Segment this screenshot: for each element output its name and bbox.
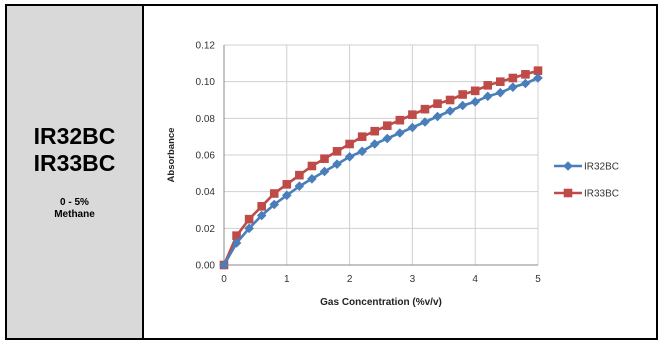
measurement-range: 0 - 5% Methane [54,197,95,221]
data-point-ir33bc [433,99,442,108]
data-point-ir33bc [496,77,505,86]
x-tick-label: 1 [284,274,290,285]
x-tick-label: 0 [221,274,227,285]
series-layer [219,66,543,270]
y-tick-label: 0.12 [196,41,216,52]
data-point-ir32bc [470,97,480,107]
data-point-ir32bc [520,78,531,89]
data-point-ir32bc [357,146,367,157]
data-point-ir33bc [521,70,530,79]
data-point-ir33bc [382,121,392,130]
x-axis-ticks: 0 1 2 3 4 5 [221,274,541,285]
legend-marker-ir33bc [563,188,573,198]
data-point-ir33bc [320,154,329,163]
data-point-ir33bc [257,202,266,211]
data-point-ir33bc [345,139,354,149]
y-tick-label: 0.10 [196,77,216,88]
legend-label-ir33bc: IR33BC [584,189,619,200]
legend-label-ir32bc: IR32BC [584,162,619,173]
data-point-ir33bc [445,95,455,105]
data-point-ir32bc [332,159,342,169]
legend-marker-ir32bc [563,161,573,171]
x-tick-label: 5 [535,274,541,285]
absorbance-chart: 0.00 0.02 0.04 0.06 0.08 0.10 0.12 0 1 2 3 4 5 Abso… [166,41,619,309]
data-point-ir33bc [307,161,317,171]
legend: IR32BC IR33BC [554,161,619,200]
data-point-ir32bc [445,106,455,116]
range-value: 0 - 5% [60,197,89,208]
data-point-ir33bc [357,132,367,141]
y-axis-label: Absorbance [166,128,177,183]
data-point-ir32bc [395,128,405,138]
data-point-ir32bc [244,223,254,234]
data-point-ir32bc [482,91,493,102]
data-point-ir33bc [244,214,254,224]
data-point-ir33bc [483,81,493,90]
product-info-panel: IR32BC IR33BC 0 - 5% Methane [7,6,144,338]
data-point-ir33bc [458,90,467,99]
data-point-ir32bc [382,133,393,144]
x-axis-label: Gas Concentration (%v/v) [320,297,442,308]
data-point-ir32bc [307,174,317,184]
data-point-ir32bc [282,190,292,201]
data-point-ir33bc [232,231,241,240]
data-point-ir32bc [219,260,229,270]
chart-area: 0.00 0.02 0.04 0.06 0.08 0.10 0.12 0 1 2 3 4 5 Abso… [146,6,656,338]
data-point-ir32bc [432,111,443,122]
data-point-ir32bc [344,152,355,162]
data-point-ir33bc [282,180,292,189]
range-gas: Methane [54,209,95,220]
data-point-ir33bc [295,170,304,180]
data-point-ir32bc [269,199,280,210]
y-tick-label: 0.02 [196,224,216,235]
series-ir32bc [219,73,543,270]
data-point-ir32bc [457,100,468,111]
model-name-2: IR33BC [33,150,116,176]
series-ir33bc [219,66,543,270]
data-point-ir33bc [370,126,380,136]
y-tick-label: 0.08 [196,114,216,125]
model-name-1: IR32BC [33,123,116,149]
legend-item-ir32bc: IR32BC [554,161,619,173]
x-tick-label: 3 [410,274,416,285]
y-tick-label: 0.00 [196,261,216,272]
data-point-ir33bc [408,110,417,119]
data-point-ir32bc [369,139,380,149]
series-line-ir32bc [222,76,539,266]
x-tick-label: 4 [472,274,478,285]
data-point-ir32bc [420,117,430,127]
data-point-ir32bc [407,122,418,133]
data-point-ir33bc [395,115,405,125]
data-point-ir33bc [269,189,279,198]
data-point-ir33bc [533,66,543,75]
data-point-ir33bc [508,73,518,83]
y-axis-ticks: 0.00 0.02 0.04 0.06 0.08 0.10 0.12 [196,41,216,272]
data-point-ir33bc [420,104,430,114]
data-point-ir32bc [495,87,506,98]
data-point-ir33bc [332,147,342,156]
y-tick-label: 0.06 [196,151,216,162]
product-card: IR32BC IR33BC 0 - 5% Methane 0.00 0.02 0.0… [5,4,658,340]
y-tick-label: 0.04 [196,187,216,198]
x-tick-label: 2 [347,274,353,285]
data-point-ir32bc [231,238,242,248]
grid [224,44,539,265]
data-point-ir32bc [508,82,518,92]
data-point-ir32bc [294,181,305,191]
data-point-ir32bc [319,166,330,177]
series-line-ir33bc [222,69,539,266]
legend-item-ir33bc: IR33BC [554,189,619,200]
data-point-ir33bc [470,86,480,96]
